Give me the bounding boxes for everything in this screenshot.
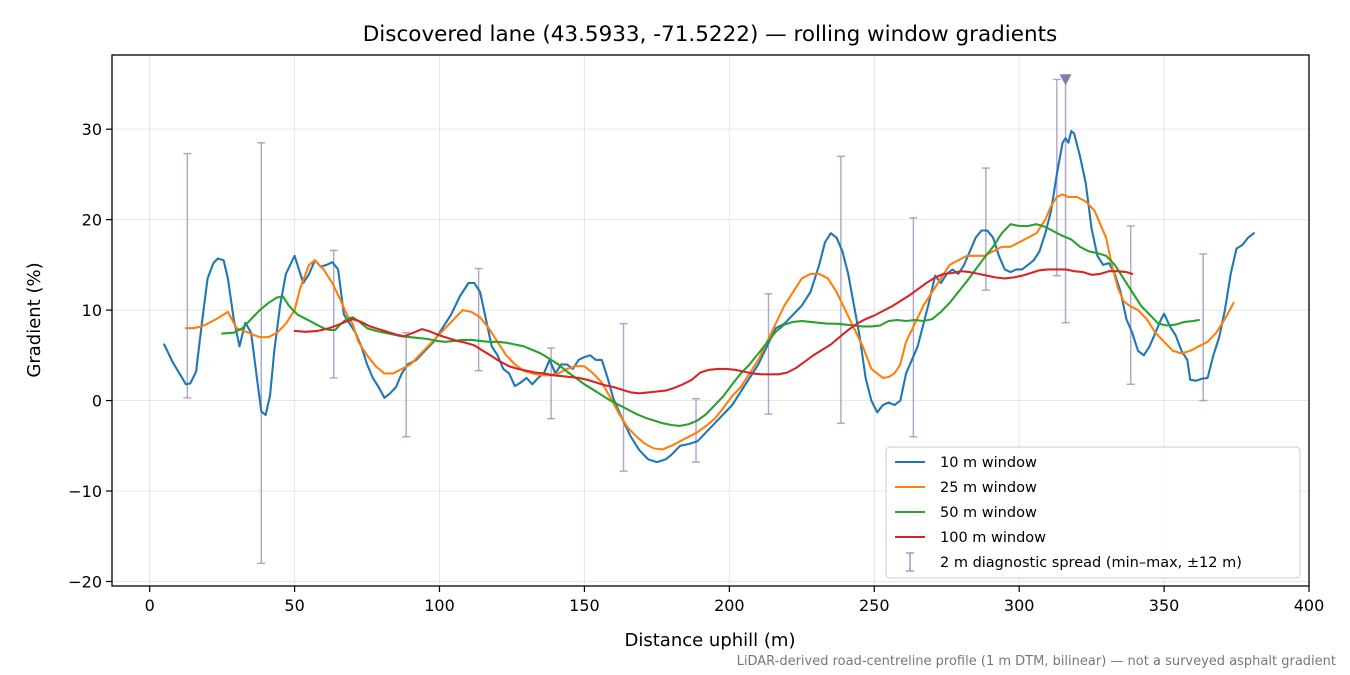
- peak-marker-layer: [1059, 74, 1072, 86]
- x-tick-label: 200: [714, 596, 745, 615]
- diagnostic-spread-bar: [1199, 253, 1208, 402]
- x-tick-label: 400: [1294, 596, 1325, 615]
- legend-box: [885, 446, 1301, 579]
- diagnostic-spread-bars: [183, 74, 1208, 565]
- legend-entry-3: 50 m window: [895, 505, 1037, 521]
- diagnostic-spread-bar: [183, 152, 192, 399]
- x-tick-label: 300: [1004, 596, 1035, 615]
- y-tick-label: −10: [68, 482, 102, 501]
- diagnostic-spread-bar: [764, 293, 773, 415]
- x-tick-label: 250: [859, 596, 890, 615]
- diagnostic-spread-bar: [474, 267, 483, 372]
- diagnostic-spread-bar: [257, 142, 266, 565]
- series-lines: [163, 129, 1255, 464]
- x-axis-ticks: 0 50 100 150 200 250 300 350 400: [145, 586, 1325, 615]
- x-tick-label: 50: [284, 596, 304, 615]
- y-tick-label: 20: [82, 211, 102, 230]
- x-tick-label: 150: [569, 596, 600, 615]
- legend-entry-2: 25 m window: [895, 480, 1037, 496]
- y-tick-label: 30: [82, 120, 102, 139]
- diagnostic-spread-bar: [692, 398, 701, 463]
- series-line-4: [293, 268, 1134, 395]
- diagnostic-spread-bar: [329, 249, 338, 379]
- legend-label: 25 m window: [940, 480, 1037, 496]
- y-tick-label: 10: [82, 301, 102, 320]
- x-tick-label: 350: [1149, 596, 1180, 615]
- x-axis-title: Distance uphill (m): [625, 630, 796, 651]
- diagnostic-spread-bar: [981, 167, 990, 291]
- legend-label: 10 m window: [940, 455, 1037, 471]
- y-tick-label: 0: [92, 392, 102, 411]
- legend: 10 m window 25 m window 50 m window 100 m w…: [885, 446, 1301, 579]
- legend-label: 2 m diagnostic spread (min–max, ±12 m): [940, 555, 1242, 571]
- plot-frame: [111, 54, 1310, 587]
- legend-entry-1: 10 m window: [895, 455, 1037, 471]
- x-tick-label: 100: [424, 596, 455, 615]
- series-line-2: [184, 193, 1235, 451]
- chart-title: Discovered lane (43.5933, -71.5222) — ro…: [363, 22, 1057, 47]
- y-tick-label: −20: [68, 572, 102, 591]
- legend-entry-4: 100 m window: [895, 530, 1046, 546]
- legend-entry-spread: 2 m diagnostic spread (min–max, ±12 m): [906, 552, 1242, 572]
- series-line-3: [221, 223, 1200, 427]
- series-line-1: [163, 129, 1255, 464]
- legend-label: 100 m window: [940, 530, 1046, 546]
- diagnostic-spread-bar: [1126, 225, 1135, 385]
- diagnostic-spread-bar: [402, 332, 411, 438]
- diagnostic-spread-bar: [836, 155, 845, 424]
- legend-label: 50 m window: [940, 505, 1037, 521]
- footnote-caption: LiDAR-derived road-centreline profile (1…: [737, 654, 1336, 669]
- diagnostic-spread-bar: [619, 322, 628, 472]
- peak-marker-triangle: [1059, 74, 1072, 86]
- x-tick-label: 0: [145, 596, 155, 615]
- y-axis-ticks: −20 −10 0 10 20 30: [68, 120, 112, 591]
- y-axis-title: Gradient (%): [24, 262, 45, 377]
